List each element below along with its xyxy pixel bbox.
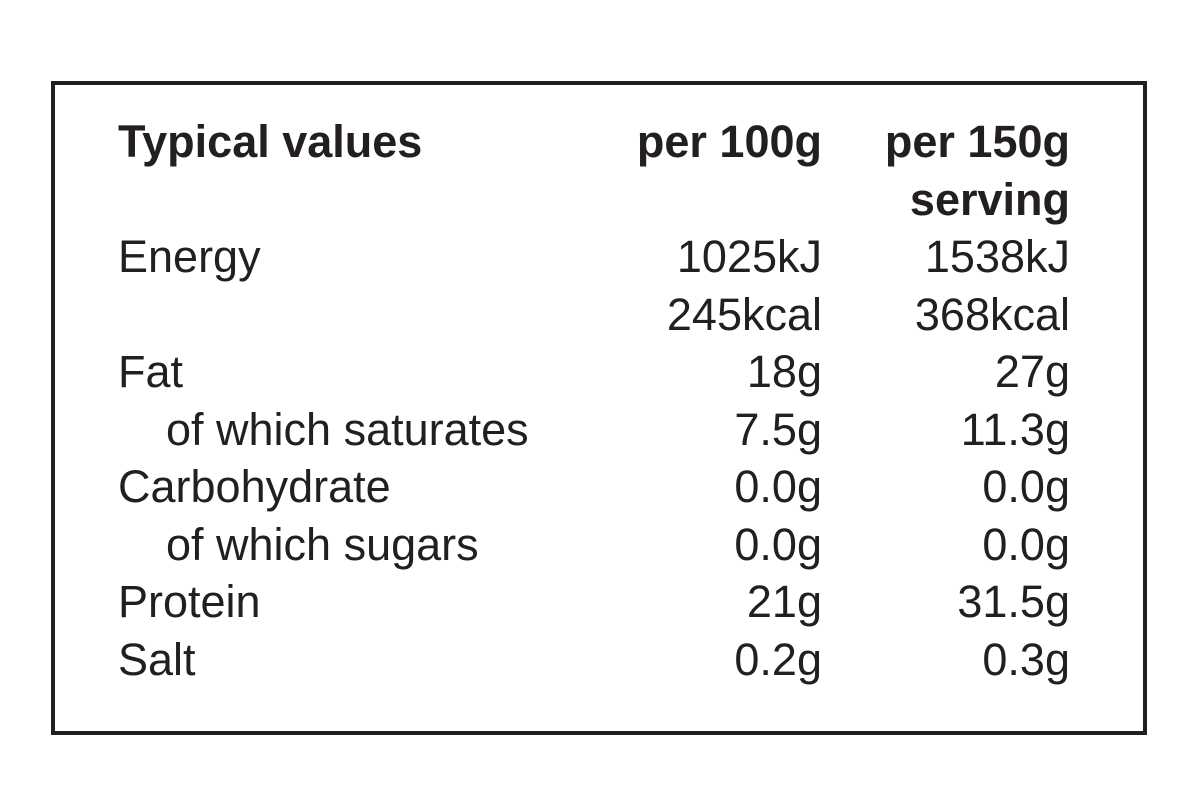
per-100g-value: 21g	[746, 576, 822, 627]
table-row-fat: Fat 18g 27g	[118, 343, 1070, 401]
nutrition-label-box: Typical values per 100g per 150g serving…	[51, 81, 1147, 735]
nutrient-label: Protein	[118, 576, 261, 627]
per-100g-value: 0.2g	[734, 633, 822, 685]
table-header-row-2: serving	[118, 171, 1070, 229]
per-100g-value: 7.5g	[734, 403, 822, 455]
per-150g-value: 0.0g	[982, 518, 1070, 570]
per-150g-value: 11.3g	[960, 403, 1070, 455]
per-100g-value: 0.0g	[734, 518, 822, 570]
table-header-row: Typical values per 100g per 150g	[118, 113, 1070, 171]
nutrient-label: of which sugars	[166, 518, 479, 570]
nutrient-label: Energy	[118, 231, 261, 282]
nutrient-label: of which saturates	[166, 403, 529, 455]
per-150g-value: 368kcal	[914, 288, 1070, 340]
header-typical-values: Typical values	[118, 116, 423, 167]
table-row-salt: Salt 0.2g 0.3g	[118, 631, 1070, 689]
table-row-carbohydrate: Carbohydrate 0.0g 0.0g	[118, 458, 1070, 516]
per-100g-value: 245kcal	[666, 288, 822, 340]
header-per-150g: per 150g	[884, 116, 1070, 167]
per-100g-value: 0.0g	[734, 461, 822, 512]
header-serving: serving	[909, 173, 1070, 225]
per-100g-value: 1025kJ	[676, 231, 822, 282]
nutrient-label: Salt	[118, 633, 196, 685]
nutrient-label: Carbohydrate	[118, 461, 391, 512]
per-150g-value: 0.0g	[982, 461, 1070, 512]
nutrient-label: Fat	[118, 346, 184, 397]
per-150g-value: 31.5g	[957, 576, 1070, 627]
per-150g-value: 27g	[994, 346, 1070, 397]
nutrition-table: Typical values per 100g per 150g serving…	[55, 85, 1143, 688]
per-150g-value: 1538kJ	[924, 231, 1070, 282]
per-150g-value: 0.3g	[982, 633, 1070, 685]
table-row-protein: Protein 21g 31.5g	[118, 573, 1070, 631]
table-row-energy-kcal: 245kcal 368kcal	[118, 286, 1070, 344]
header-per-100g: per 100g	[636, 116, 822, 167]
table-row-sugars: of which sugars 0.0g 0.0g	[118, 516, 1070, 574]
table-row-saturates: of which saturates 7.5g 11.3g	[118, 401, 1070, 459]
per-100g-value: 18g	[746, 346, 822, 397]
table-row-energy-kj: Energy 1025kJ 1538kJ	[118, 228, 1070, 286]
